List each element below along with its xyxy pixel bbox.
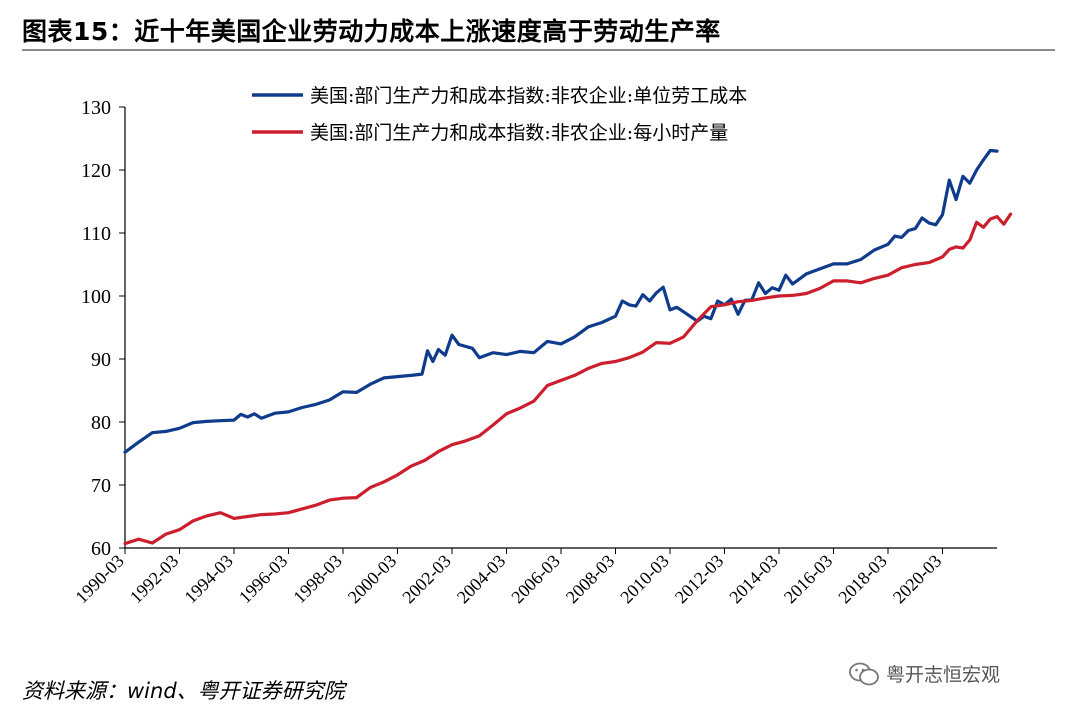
watermark-text: 粤开志恒宏观 [886, 664, 1001, 686]
x-tick-label: 2020-03 [889, 551, 946, 608]
x-tick-label: 2012-03 [671, 551, 728, 608]
y-tick-label: 120 [81, 160, 111, 182]
title-divider [22, 49, 1055, 51]
x-tick-label: 1998-03 [289, 551, 346, 608]
y-tick-label: 90 [91, 349, 111, 371]
chart-legend: 美国:部门生产力和成本指数:非农企业:单位劳工成本美国:部门生产力和成本指数:非… [252, 85, 747, 144]
x-tick-label: 2016-03 [780, 551, 837, 608]
y-tick-label: 100 [81, 286, 111, 308]
series-line-1 [123, 148, 999, 454]
y-tick-label: 60 [91, 538, 111, 560]
legend-label-1: 美国:部门生产力和成本指数:非农企业:单位劳工成本 [310, 85, 747, 107]
legend-label-2: 美国:部门生产力和成本指数:非农企业:每小时产量 [310, 122, 728, 144]
wechat-icon [849, 662, 879, 685]
y-tick-label: 70 [91, 475, 111, 497]
y-tick-label: 80 [91, 412, 111, 434]
x-tick-label: 2004-03 [453, 551, 510, 608]
y-tick-label: 110 [82, 223, 111, 245]
x-tick-label: 1994-03 [180, 551, 237, 608]
x-tick-label: 2002-03 [398, 551, 455, 608]
chart-series [123, 148, 1013, 546]
x-tick-label: 2014-03 [725, 551, 782, 608]
x-tick-label: 2008-03 [562, 551, 619, 608]
watermark: 粤开志恒宏观 [848, 660, 1000, 687]
source-note: 资料来源：wind、粤开证券研究院 [22, 679, 345, 703]
x-tick-label: 2010-03 [616, 551, 673, 608]
x-tick-label: 1992-03 [126, 551, 183, 608]
y-tick-label: 130 [81, 97, 111, 119]
series-line-2 [123, 212, 1013, 546]
x-tick-label: 1996-03 [235, 551, 292, 608]
x-tick-label: 2000-03 [344, 551, 401, 608]
x-tick-label: 2006-03 [507, 551, 564, 608]
chart-title: 图表15：近十年美国企业劳动力成本上涨速度高于劳动生产率 [22, 17, 721, 46]
x-tick-label: 2018-03 [834, 551, 891, 608]
